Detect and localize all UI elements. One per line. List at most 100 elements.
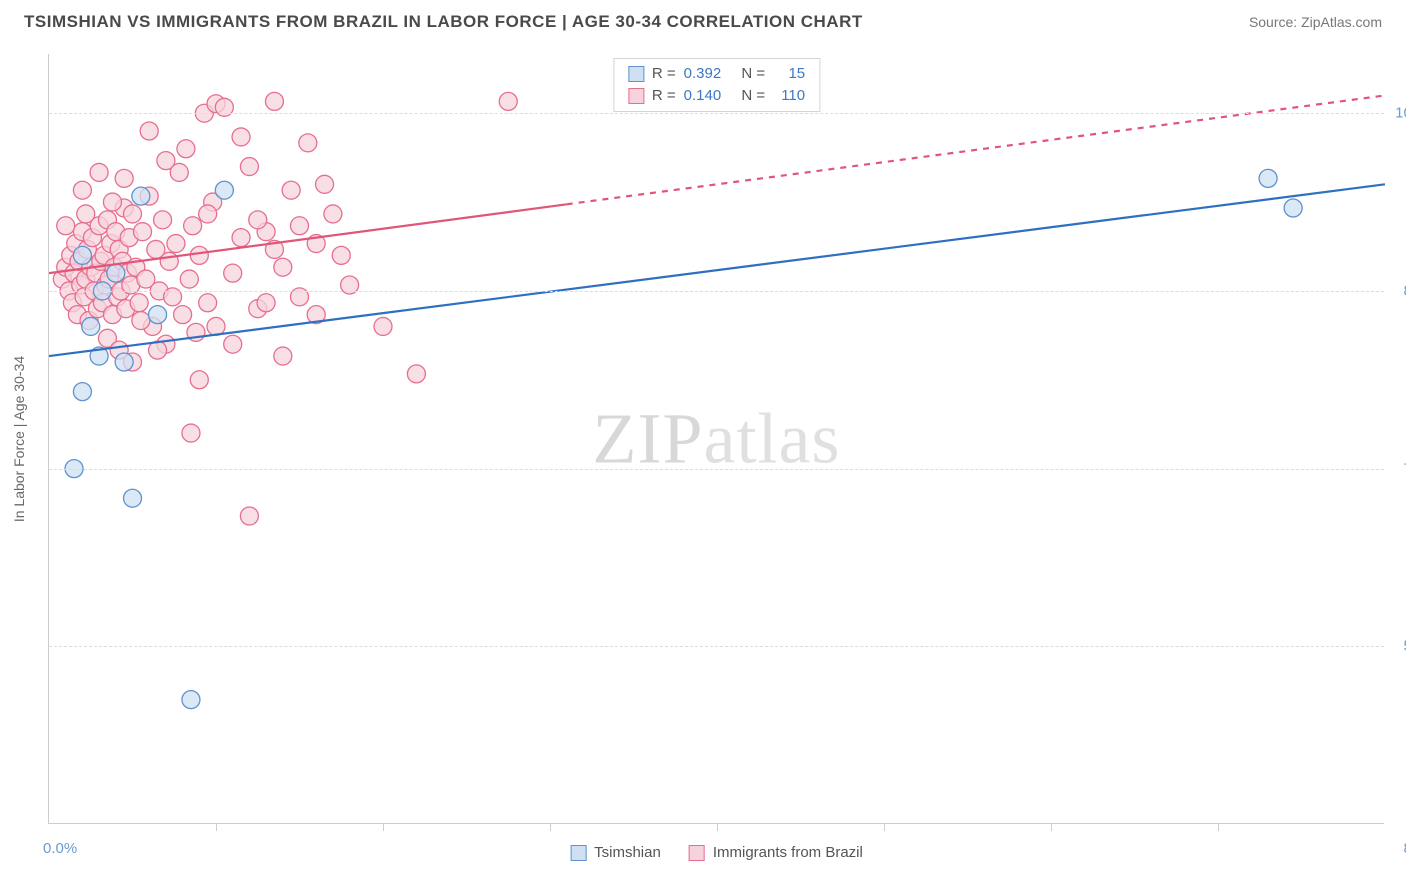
data-point bbox=[77, 205, 95, 223]
data-point bbox=[407, 365, 425, 383]
x-tick bbox=[550, 823, 551, 831]
data-point bbox=[232, 128, 250, 146]
data-point bbox=[240, 158, 258, 176]
data-point bbox=[199, 205, 217, 223]
x-tick bbox=[216, 823, 217, 831]
swatch-tsimshian bbox=[628, 66, 644, 82]
title-bar: TSIMSHIAN VS IMMIGRANTS FROM BRAZIL IN L… bbox=[0, 0, 1406, 40]
data-point bbox=[1284, 199, 1302, 217]
legend-r-value-tsimshian: 0.392 bbox=[684, 63, 722, 85]
legend-item-brazil: Immigrants from Brazil bbox=[689, 844, 863, 861]
legend-n-value-brazil: 110 bbox=[773, 85, 805, 107]
data-point bbox=[103, 193, 121, 211]
data-point bbox=[107, 264, 125, 282]
data-point bbox=[499, 92, 517, 110]
data-point bbox=[257, 294, 275, 312]
data-point bbox=[73, 246, 91, 264]
data-point bbox=[132, 312, 150, 330]
data-point bbox=[177, 140, 195, 158]
data-point bbox=[140, 122, 158, 140]
gridline bbox=[49, 646, 1384, 647]
legend-label-tsimshian: Tsimshian bbox=[594, 844, 661, 861]
data-point bbox=[134, 223, 152, 241]
data-point bbox=[82, 317, 100, 335]
data-point bbox=[374, 317, 392, 335]
legend-label-brazil: Immigrants from Brazil bbox=[713, 844, 863, 861]
data-point bbox=[224, 264, 242, 282]
y-tick-label: 85.0% bbox=[1390, 282, 1406, 299]
data-point bbox=[184, 217, 202, 235]
data-point bbox=[199, 294, 217, 312]
data-point bbox=[190, 371, 208, 389]
data-point bbox=[249, 211, 267, 229]
data-point bbox=[73, 383, 91, 401]
data-point bbox=[115, 353, 133, 371]
data-point bbox=[265, 92, 283, 110]
y-tick-label: 100.0% bbox=[1390, 105, 1406, 122]
data-point bbox=[316, 175, 334, 193]
legend-series: Tsimshian Immigrants from Brazil bbox=[570, 844, 863, 861]
data-point bbox=[90, 163, 108, 181]
data-point bbox=[115, 169, 133, 187]
data-point bbox=[324, 205, 342, 223]
data-point bbox=[132, 187, 150, 205]
data-point bbox=[190, 246, 208, 264]
y-tick-label: 70.0% bbox=[1390, 460, 1406, 477]
source-prefix: Source: bbox=[1249, 14, 1301, 30]
data-point bbox=[291, 217, 309, 235]
legend-n-label: N = bbox=[741, 85, 765, 107]
data-point bbox=[282, 181, 300, 199]
data-point bbox=[232, 229, 250, 247]
chart-svg bbox=[49, 54, 1385, 824]
x-tick bbox=[717, 823, 718, 831]
gridline bbox=[49, 113, 1384, 114]
data-point bbox=[174, 306, 192, 324]
data-point bbox=[57, 217, 75, 235]
data-point bbox=[157, 152, 175, 170]
data-point bbox=[182, 691, 200, 709]
data-point bbox=[224, 335, 242, 353]
y-tick-label: 55.0% bbox=[1390, 638, 1406, 655]
data-point bbox=[124, 205, 142, 223]
legend-n-value-tsimshian: 15 bbox=[773, 63, 805, 85]
data-point bbox=[274, 347, 292, 365]
data-point bbox=[180, 270, 198, 288]
swatch-brazil bbox=[689, 845, 705, 861]
swatch-tsimshian bbox=[570, 845, 586, 861]
legend-r-label: R = bbox=[652, 63, 676, 85]
data-point bbox=[215, 181, 233, 199]
legend-n-label: N = bbox=[741, 63, 765, 85]
gridline bbox=[49, 291, 1384, 292]
data-point bbox=[160, 252, 178, 270]
legend-r-value-brazil: 0.140 bbox=[684, 85, 722, 107]
source-name: ZipAtlas.com bbox=[1301, 14, 1382, 30]
source-label: Source: ZipAtlas.com bbox=[1249, 14, 1382, 30]
x-tick bbox=[1218, 823, 1219, 831]
legend-row-brazil: R = 0.140 N = 110 bbox=[628, 85, 805, 107]
data-point bbox=[274, 258, 292, 276]
data-point bbox=[240, 507, 258, 525]
gridline bbox=[49, 469, 1384, 470]
plot-wrap: ZIPatlas R = 0.392 N = 15 R = 0.140 N = … bbox=[48, 54, 1384, 824]
data-point bbox=[332, 246, 350, 264]
trend-line bbox=[49, 184, 1385, 356]
plot-area: ZIPatlas R = 0.392 N = 15 R = 0.140 N = … bbox=[48, 54, 1384, 824]
y-axis-title: In Labor Force | Age 30-34 bbox=[11, 355, 27, 521]
x-tick bbox=[383, 823, 384, 831]
data-point bbox=[167, 235, 185, 253]
data-point bbox=[299, 134, 317, 152]
x-tick bbox=[1051, 823, 1052, 831]
data-point bbox=[182, 424, 200, 442]
chart-title: TSIMSHIAN VS IMMIGRANTS FROM BRAZIL IN L… bbox=[24, 12, 863, 32]
data-point bbox=[73, 181, 91, 199]
data-point bbox=[130, 294, 148, 312]
legend-item-tsimshian: Tsimshian bbox=[570, 844, 661, 861]
legend-correlation: R = 0.392 N = 15 R = 0.140 N = 110 bbox=[613, 58, 820, 112]
data-point bbox=[1259, 169, 1277, 187]
x-tick bbox=[884, 823, 885, 831]
data-point bbox=[124, 489, 142, 507]
data-point bbox=[154, 211, 172, 229]
legend-row-tsimshian: R = 0.392 N = 15 bbox=[628, 63, 805, 85]
swatch-brazil bbox=[628, 88, 644, 104]
x-axis-start-label: 0.0% bbox=[43, 840, 77, 857]
